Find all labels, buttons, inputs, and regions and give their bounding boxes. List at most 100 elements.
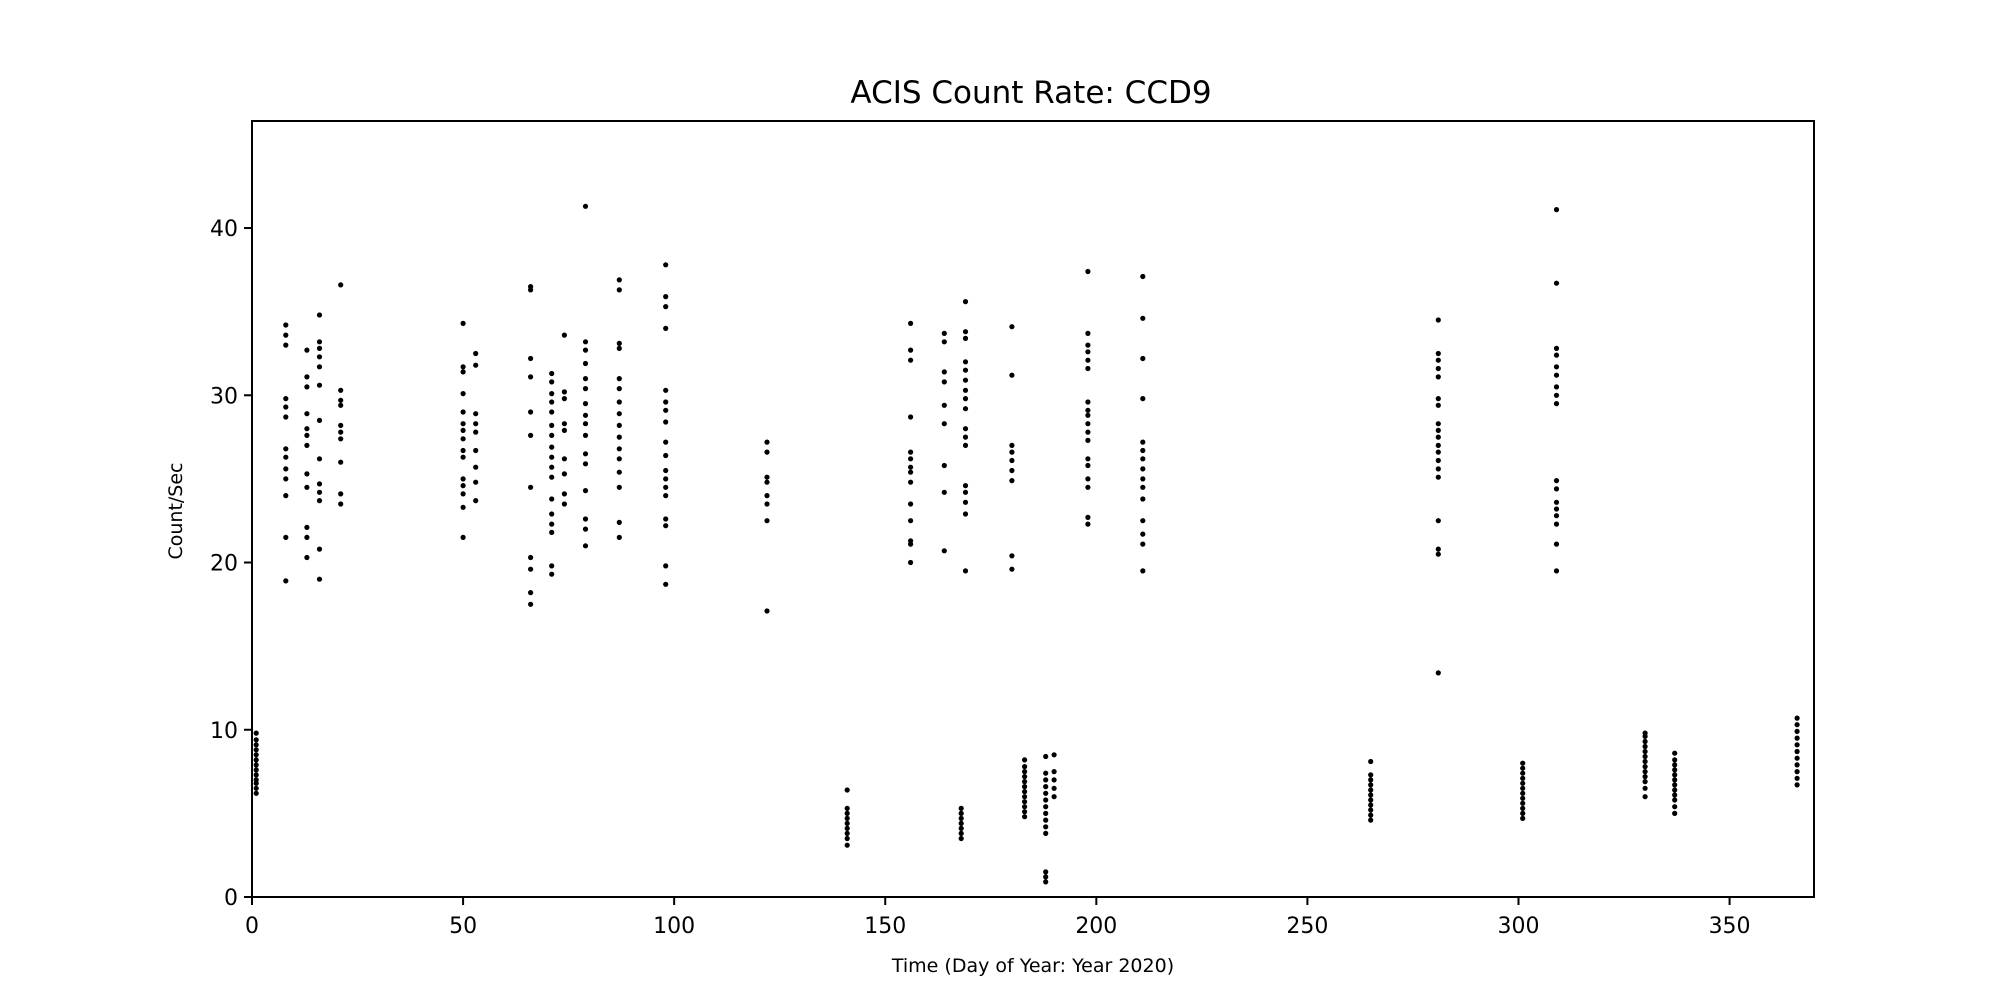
data-point: [460, 427, 466, 433]
x-tick-label: 150: [864, 914, 906, 939]
data-point: [844, 835, 850, 842]
x-tick-label: 350: [1709, 914, 1751, 939]
data-point: [844, 815, 850, 822]
data-point: [1553, 280, 1560, 286]
data-point: [1672, 762, 1678, 768]
data-point: [1672, 797, 1678, 803]
data-point: [1022, 784, 1028, 790]
data-point: [316, 498, 323, 504]
data-point: [962, 367, 969, 373]
data-point: [616, 422, 622, 428]
data-point: [1435, 546, 1441, 552]
data-point: [1043, 869, 1049, 875]
data-point: [338, 282, 344, 288]
data-point: [1435, 466, 1441, 472]
data-point: [962, 406, 969, 412]
data-point: [1435, 551, 1441, 557]
data-point: [1553, 506, 1560, 512]
data-point: [1520, 780, 1526, 786]
data-point: [962, 329, 969, 335]
y-axis: 0 10 20 30 40: [210, 217, 252, 911]
data-point: [962, 426, 969, 432]
data-point: [283, 578, 289, 584]
data-point: [616, 345, 622, 351]
data-point: [1642, 794, 1648, 800]
data-point: [1435, 317, 1441, 323]
data-point: [1009, 442, 1015, 448]
y-tick-label: 30: [210, 384, 238, 409]
data-point: [1009, 324, 1015, 330]
data-point: [1051, 777, 1057, 783]
data-point: [1520, 785, 1526, 791]
data-point: [1642, 753, 1648, 760]
data-point: [958, 830, 964, 837]
data-point: [304, 374, 310, 380]
data-point: [663, 523, 669, 529]
x-tick-label: 100: [653, 914, 695, 939]
data-point: [1520, 815, 1526, 822]
data-point: [1642, 769, 1648, 775]
y-tick-label: 20: [210, 552, 238, 577]
data-point: [316, 481, 323, 487]
data-point: [908, 449, 914, 455]
data-point: [908, 501, 914, 507]
data-point: [1794, 762, 1800, 768]
data-point: [663, 325, 669, 331]
data-point: [962, 359, 969, 365]
data-point: [561, 501, 568, 507]
data-point: [582, 516, 589, 522]
data-point: [1043, 804, 1049, 810]
data-point: [663, 262, 669, 268]
data-point: [561, 456, 568, 462]
data-point: [1043, 790, 1049, 796]
data-point: [1085, 521, 1091, 527]
data-point: [1022, 764, 1028, 770]
data-point: [338, 459, 344, 465]
data-point: [663, 493, 669, 499]
data-point: [460, 369, 466, 375]
data-point: [1520, 795, 1526, 801]
data-point: [549, 454, 555, 460]
data-point: [460, 364, 466, 370]
data-point: [1794, 782, 1800, 788]
x-tick-label: 50: [449, 914, 477, 939]
data-point: [460, 320, 466, 326]
data-point: [908, 518, 914, 524]
data-point: [1520, 800, 1526, 806]
data-point: [908, 464, 914, 470]
data-point: [1043, 777, 1049, 783]
x-tick-label: 200: [1075, 914, 1117, 939]
data-point: [473, 350, 479, 357]
data-point: [1435, 421, 1441, 427]
data-point: [764, 479, 770, 485]
data-point: [1043, 824, 1049, 830]
data-point: [1553, 372, 1560, 378]
data-point: [1553, 345, 1560, 351]
data-point: [1085, 476, 1091, 482]
data-point: [582, 451, 589, 457]
data-point: [1794, 735, 1800, 741]
data-point: [1140, 439, 1146, 445]
data-point: [1553, 568, 1560, 574]
data-point: [962, 489, 969, 495]
data-point: [616, 456, 622, 462]
x-tick-label: 300: [1497, 914, 1539, 939]
data-point: [460, 476, 466, 482]
data-point: [283, 332, 289, 338]
data-point: [1794, 769, 1800, 775]
data-point: [528, 374, 534, 380]
data-point: [283, 466, 289, 472]
data-point: [1642, 743, 1648, 750]
data-point: [1140, 273, 1146, 280]
data-point: [1085, 462, 1091, 469]
data-point: [582, 432, 589, 438]
plot-frame: [251, 120, 1815, 898]
data-point: [616, 469, 622, 475]
data-point: [844, 825, 850, 832]
data-point: [304, 432, 310, 438]
data-point: [1435, 396, 1441, 402]
data-point: [1140, 518, 1146, 524]
data-point: [1368, 777, 1374, 783]
data-point: [1520, 765, 1526, 771]
data-point: [1043, 874, 1049, 880]
